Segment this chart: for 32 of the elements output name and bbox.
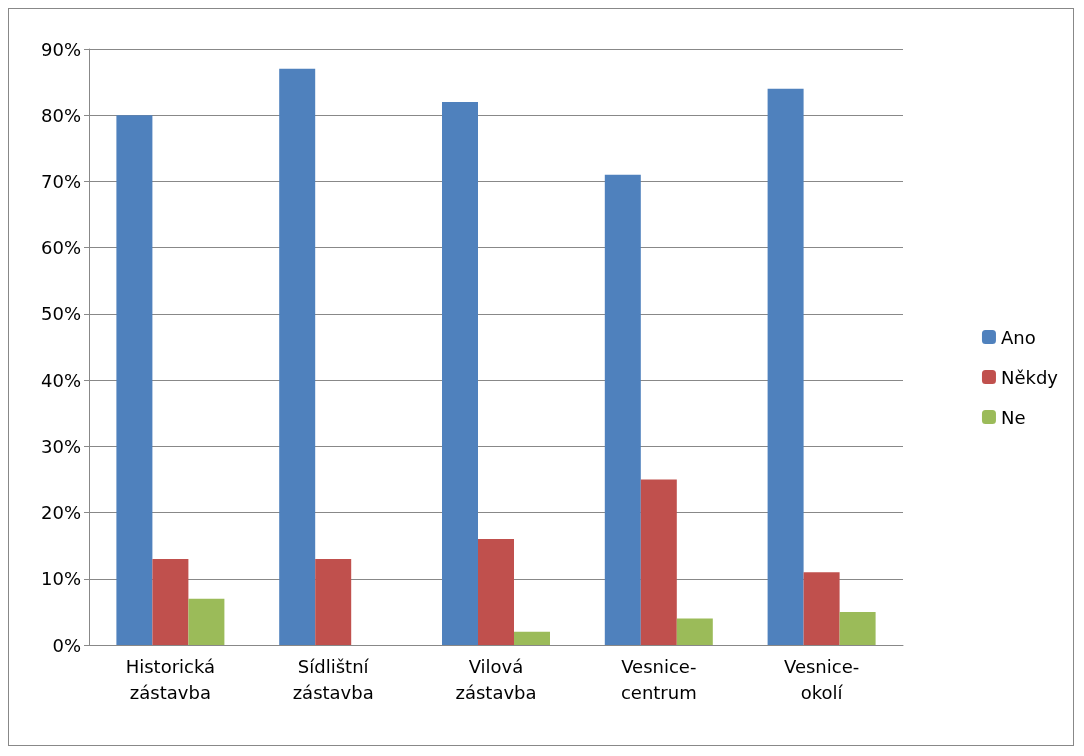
y-tick-label: 40% xyxy=(40,369,81,391)
bar xyxy=(188,598,225,645)
bar xyxy=(279,68,316,645)
bar xyxy=(116,115,153,645)
x-tick-label: Vesnice- okolí xyxy=(783,655,860,703)
bar xyxy=(442,101,478,645)
y-tick-label: 60% xyxy=(40,237,81,259)
bar xyxy=(315,558,352,645)
y-tick-label: 10% xyxy=(40,568,81,590)
y-tick-label: 90% xyxy=(40,38,81,60)
y-tick-label: 80% xyxy=(40,104,81,126)
x-tick-label: Vilová zástavba xyxy=(455,655,537,703)
y-tick-label: 30% xyxy=(40,435,81,457)
x-tick-label: Historická zástavba xyxy=(125,655,216,703)
x-tick-label: Sídlištní zástavba xyxy=(292,655,374,703)
y-tick-label: 20% xyxy=(40,502,81,524)
y-tick-label: 0% xyxy=(52,634,81,656)
legend-label: Někdy xyxy=(1000,366,1059,388)
legend-label: Ano xyxy=(1000,326,1036,348)
bar xyxy=(767,88,804,645)
bar xyxy=(514,631,550,645)
bar xyxy=(604,174,641,645)
bar xyxy=(478,539,514,645)
bar xyxy=(839,611,876,645)
y-tick-label: 50% xyxy=(40,303,81,325)
bar xyxy=(152,558,189,645)
y-tick-label: 70% xyxy=(40,170,81,192)
legend-label: Ne xyxy=(1000,406,1026,428)
bar xyxy=(676,618,713,645)
x-tick-label: Vesnice- centrum xyxy=(620,655,697,703)
bar xyxy=(803,572,840,645)
bar xyxy=(640,479,677,645)
